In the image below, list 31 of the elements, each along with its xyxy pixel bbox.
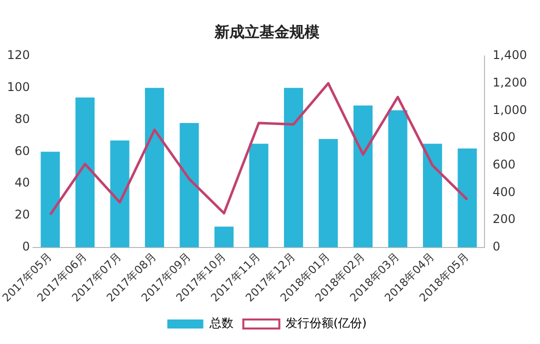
legend-label: 总数 xyxy=(208,316,234,330)
bar xyxy=(388,110,408,248)
y-tick-label: 40 xyxy=(14,176,30,190)
y-tick-label: 60 xyxy=(14,144,30,158)
y-tick-label: 80 xyxy=(14,112,30,126)
bar xyxy=(249,144,268,248)
y-tick-label: 0 xyxy=(22,240,30,254)
y2-tick-label: 1,200 xyxy=(492,75,528,90)
chart-title: 新成立基金规模 xyxy=(214,22,320,41)
y2-tick-label: 200 xyxy=(492,212,516,226)
y2-tick-label: 400 xyxy=(492,184,516,199)
legend-label: 发行份额(亿份) xyxy=(285,316,367,330)
bar xyxy=(110,140,130,248)
y2-tick-label: 800 xyxy=(492,130,516,144)
bar xyxy=(318,138,338,248)
y2-tick-label: 1,400 xyxy=(492,48,528,62)
y-tick-label: 100 xyxy=(7,80,30,94)
y-tick-label: 20 xyxy=(14,208,30,222)
y2-tick-label: 0 xyxy=(492,240,500,254)
bar xyxy=(40,152,60,248)
bar xyxy=(180,122,199,248)
bar xyxy=(353,105,373,248)
bar xyxy=(458,148,477,248)
y2-tick-label: 1,000 xyxy=(492,102,528,117)
bar xyxy=(214,226,234,248)
bar xyxy=(144,88,164,248)
y2-tick-label: 600 xyxy=(492,158,516,172)
bar xyxy=(422,144,442,248)
bar xyxy=(284,88,304,248)
bar xyxy=(75,97,95,248)
y-tick-label: 120 xyxy=(7,48,30,62)
